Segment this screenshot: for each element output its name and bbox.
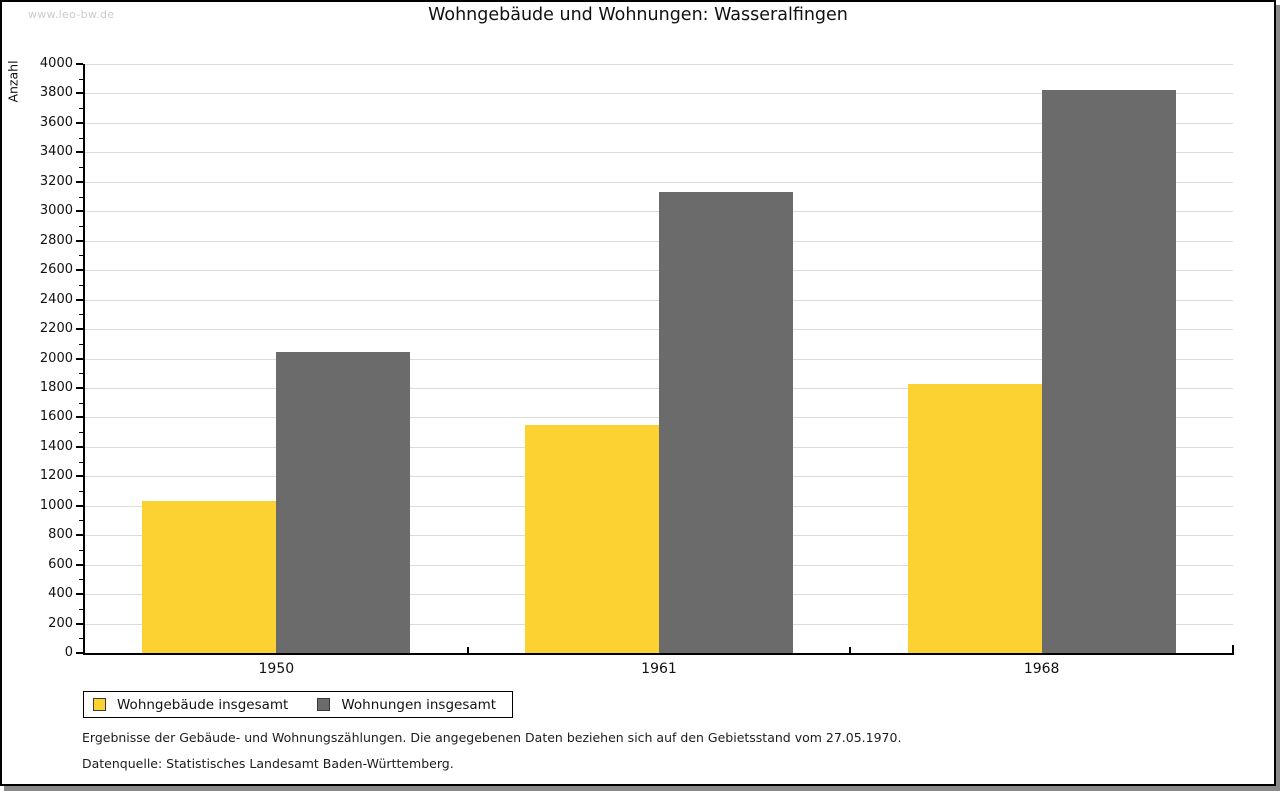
legend-swatch-icon — [317, 698, 331, 711]
y-major-tick-2400 — [76, 298, 83, 301]
y-minor-tick-3100 — [79, 196, 83, 198]
y-tick-label-2000: 2000 — [39, 350, 73, 366]
y-minor-tick-700 — [79, 549, 83, 551]
y-major-tick-2000 — [76, 357, 83, 360]
bar-wohngebaeude-1961 — [525, 425, 659, 653]
y-minor-tick-900 — [79, 520, 83, 522]
y-tick-label-1600: 1600 — [39, 409, 73, 425]
y-major-tick-1800 — [76, 386, 83, 389]
y-minor-tick-2100 — [79, 343, 83, 345]
y-tick-label-2400: 2400 — [39, 291, 73, 307]
category-separator-tick-3 — [1232, 645, 1234, 653]
chart-title: Wohngebäude und Wohnungen: Wasseralfinge… — [428, 5, 848, 25]
gridline-3200 — [85, 181, 1233, 183]
y-major-tick-600 — [76, 563, 83, 566]
plot-area: 0 200 400 600 800 1000 1200 1400 1600 1800 2000 220… — [40, 56, 1234, 677]
y-major-tick-1400 — [76, 445, 83, 448]
y-minor-tick-2500 — [79, 284, 83, 286]
y-major-tick-3000 — [76, 210, 83, 213]
y-tick-label-0: 0 — [64, 645, 73, 660]
y-tick-label-1000: 1000 — [39, 497, 73, 513]
y-major-tick-1000 — [76, 504, 83, 507]
y-tick-label-1200: 1200 — [39, 468, 73, 484]
y-tick-label-1400: 1400 — [39, 438, 73, 454]
y-tick-label-3600: 3600 — [39, 114, 73, 130]
y-minor-tick-1700 — [79, 402, 83, 404]
y-major-tick-2200 — [76, 328, 83, 331]
x-axis-line — [83, 653, 1234, 655]
legend-label: Wohnungen insgesamt — [341, 696, 497, 713]
y-minor-tick-3500 — [79, 137, 83, 139]
y-minor-tick-300 — [79, 608, 83, 610]
y-tick-label-2800: 2800 — [39, 232, 73, 248]
legend: Wohngebäude insgesamt Wohnungen insgesamt — [83, 691, 514, 718]
legend-item-wohngebaeude: Wohngebäude insgesamt — [93, 697, 288, 713]
y-tick-label-2200: 2200 — [39, 321, 73, 337]
y-tick-label-200: 200 — [48, 615, 73, 631]
bar-wohnungen-1961 — [659, 191, 793, 653]
y-minor-tick-3300 — [79, 167, 83, 169]
y-major-tick-2800 — [76, 239, 83, 242]
bar-wohnungen-1968 — [1041, 90, 1176, 653]
y-minor-tick-1300 — [79, 461, 83, 463]
y-minor-tick-2700 — [79, 255, 83, 257]
y-major-tick-400 — [76, 593, 83, 596]
bar-wohnungen-1950 — [276, 351, 411, 653]
y-minor-tick-500 — [79, 579, 83, 581]
y-major-tick-800 — [76, 534, 83, 537]
gridline-4000 — [85, 64, 1233, 65]
y-tick-label-3200: 3200 — [39, 173, 73, 189]
category-separator-tick-2 — [849, 647, 851, 653]
legend-item-wohnungen: Wohnungen insgesamt — [317, 697, 496, 713]
y-major-tick-0 — [76, 652, 83, 654]
y-tick-label-2600: 2600 — [39, 262, 73, 278]
footnote-source-period: Ergebnisse der Gebäude- und Wohnungszähl… — [82, 730, 902, 745]
y-axis-line — [83, 64, 85, 655]
y-minor-tick-1500 — [79, 432, 83, 434]
y-minor-tick-2300 — [79, 314, 83, 316]
gridline-3600 — [85, 122, 1233, 124]
legend-swatch-icon — [93, 698, 106, 711]
y-minor-tick-100 — [79, 638, 83, 640]
y-major-tick-3600 — [76, 121, 83, 124]
y-minor-tick-1100 — [79, 491, 83, 493]
y-major-tick-3200 — [76, 180, 83, 183]
y-major-tick-2600 — [76, 269, 83, 272]
watermark: www.leo-bw.de — [28, 8, 115, 21]
y-tick-label-600: 600 — [48, 556, 73, 572]
y-major-tick-1200 — [76, 475, 83, 478]
y-minor-tick-3700 — [79, 108, 83, 110]
legend-label: Wohngebäude insgesamt — [117, 696, 289, 713]
footnote-datasource: Datenquelle: Statistisches Landesamt Bad… — [82, 756, 454, 771]
category-separator-tick-1 — [467, 647, 469, 653]
y-minor-tick-3900 — [79, 78, 83, 80]
y-major-tick-3400 — [76, 151, 83, 154]
y-tick-label-3400: 3400 — [39, 144, 73, 160]
bar-wohngebaeude-1968 — [907, 383, 1042, 653]
y-tick-label-3800: 3800 — [39, 85, 73, 101]
gridline-3400 — [85, 152, 1233, 154]
y-tick-label-4000: 4000 — [39, 56, 73, 71]
gridline-3800 — [85, 93, 1233, 95]
x-category-label-1950: 1950 — [258, 661, 295, 677]
x-category-label-1961: 1961 — [641, 661, 677, 677]
y-major-tick-200 — [76, 622, 83, 625]
y-tick-label-400: 400 — [48, 586, 73, 602]
x-category-label-1968: 1968 — [1023, 661, 1060, 677]
y-axis-title: Anzahl — [5, 60, 21, 103]
y-tick-label-3000: 3000 — [39, 203, 73, 219]
y-tick-label-800: 800 — [48, 527, 73, 543]
y-minor-tick-1900 — [79, 373, 83, 375]
y-major-tick-4000 — [76, 63, 83, 65]
y-major-tick-3800 — [76, 92, 83, 95]
y-major-tick-1600 — [76, 416, 83, 419]
y-tick-label-1800: 1800 — [39, 379, 73, 395]
bar-wohngebaeude-1950 — [142, 501, 277, 653]
y-minor-tick-2900 — [79, 225, 83, 227]
